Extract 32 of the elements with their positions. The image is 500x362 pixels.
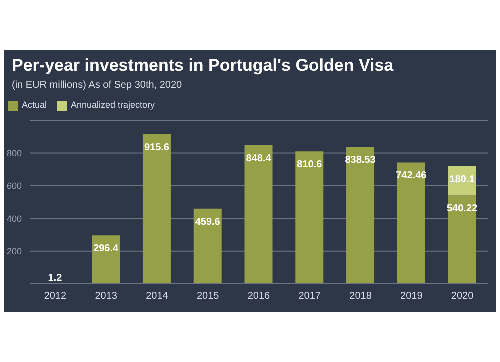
data-label: 1.2: [48, 272, 63, 284]
bar: [296, 152, 324, 284]
y-tick-label: 600: [6, 181, 22, 192]
bar: [346, 147, 375, 284]
data-label: 296.4: [94, 244, 120, 255]
data-label: 459.6: [195, 216, 221, 228]
x-tick-label: 2013: [95, 291, 118, 302]
x-tick-label: 2019: [400, 291, 424, 302]
bar: [397, 162, 426, 284]
data-label: 810.6: [297, 160, 323, 171]
chart-subtitle: (in EUR millions) As of Sep 30th, 2020: [12, 80, 182, 91]
bar: [448, 196, 476, 284]
data-label: 180.1: [450, 174, 476, 186]
data-label: 915.6: [144, 142, 170, 154]
bar: [194, 208, 222, 284]
data-label: 848.4: [246, 153, 272, 164]
x-tick-label: 2012: [44, 291, 68, 302]
legend-label: Annualized trajectory: [71, 100, 156, 110]
x-tick-label: 2016: [248, 291, 271, 302]
x-tick-label: 2020: [451, 291, 474, 302]
bar: [142, 134, 171, 284]
bar: [92, 236, 120, 284]
y-tick-label: 200: [6, 246, 22, 257]
bar: [244, 145, 273, 284]
legend-label: Actual: [22, 100, 48, 110]
y-tick-label: 400: [6, 214, 22, 224]
x-tick-label: 2017: [298, 291, 322, 302]
x-tick-label: 2014: [146, 291, 169, 302]
y-tick-label: 800: [6, 148, 22, 158]
x-tick-label: 2015: [196, 291, 220, 302]
chart-title: Per-year investments in Portugal's Golden Visa: [12, 56, 394, 76]
x-tick-label: 2018: [350, 291, 372, 302]
